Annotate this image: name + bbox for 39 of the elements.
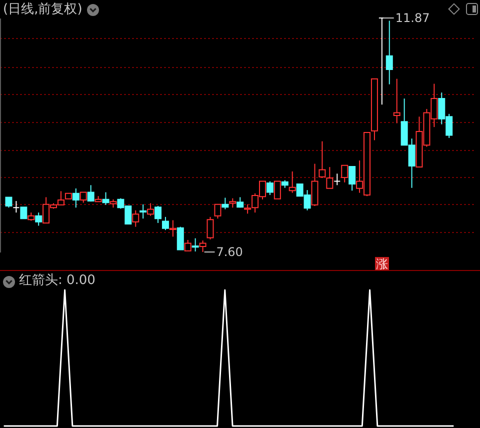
candlestick — [199, 240, 206, 252]
candlestick — [318, 140, 326, 179]
candlestick — [274, 180, 281, 200]
candlestick — [147, 202, 154, 216]
candlestick — [72, 188, 80, 208]
chart-title: (日线,前复权) — [3, 2, 82, 18]
candlestick — [12, 200, 20, 214]
candlestick — [80, 192, 87, 204]
text: 涨 — [374, 257, 389, 272]
candlestick — [140, 204, 147, 220]
candlestick — [341, 164, 348, 183]
candlestick — [229, 198, 236, 208]
candlestick — [311, 163, 318, 206]
candlestick — [102, 192, 110, 206]
candlestick — [214, 204, 222, 220]
candlestick — [326, 166, 334, 189]
candlestick — [393, 78, 400, 124]
candlestick — [378, 18, 386, 106]
candlestick — [20, 206, 28, 220]
chart-title: 红箭头: 0.00 — [19, 273, 96, 289]
candlestick — [154, 205, 162, 224]
annotation: 11.87 — [395, 11, 430, 25]
candlestick — [35, 212, 42, 226]
candlestick — [386, 20, 393, 85]
candlestick — [184, 239, 192, 252]
candlestick — [288, 170, 296, 194]
candlestick — [266, 180, 274, 196]
candlestick — [5, 196, 12, 208]
candlestick — [222, 197, 229, 210]
candlestick — [87, 184, 94, 202]
candlestick — [192, 238, 199, 252]
candlestick — [348, 166, 356, 192]
candlestick — [132, 210, 140, 228]
candlestick — [176, 226, 184, 250]
candlestick — [169, 220, 176, 238]
candlestick — [162, 216, 169, 231]
candlestick — [206, 216, 214, 240]
annotation: 7.60 — [216, 245, 243, 259]
candlestick — [334, 173, 341, 186]
